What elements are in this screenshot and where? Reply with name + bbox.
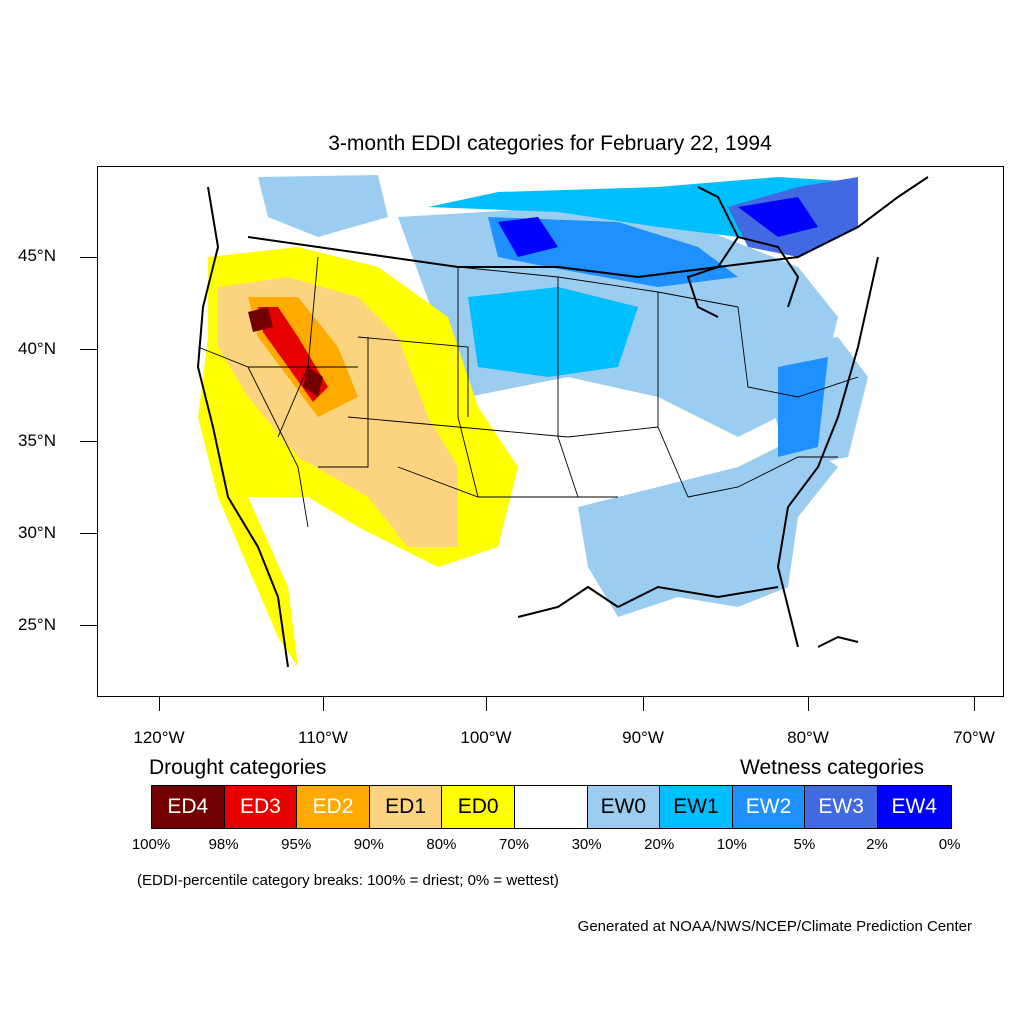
percentile-break-label: 2% bbox=[866, 836, 888, 853]
drought-region-southwest bbox=[378, 467, 458, 547]
percentile-break-label: 0% bbox=[938, 836, 961, 853]
legend-cell-ed1: ED1 bbox=[369, 786, 443, 828]
lat-label-25: 25°N bbox=[18, 615, 56, 634]
wet-region-plains-core bbox=[468, 287, 638, 377]
drought-heading: Drought categories bbox=[149, 756, 327, 779]
lon-tick bbox=[808, 697, 809, 711]
lat-label-30: 30°N bbox=[18, 523, 56, 542]
map-title: 3-month EDDI categories for February 22,… bbox=[328, 132, 772, 155]
wet-region-darkest bbox=[498, 197, 818, 257]
lat-label-35: 35°N bbox=[18, 431, 56, 450]
percentile-break-label: 10% bbox=[716, 836, 747, 853]
lat-tick bbox=[80, 625, 97, 626]
percentile-break-label: 100% bbox=[131, 836, 171, 853]
lon-tick bbox=[486, 697, 487, 711]
percentile-break-label: 30% bbox=[571, 836, 602, 853]
lat-label-40: 40°N bbox=[18, 339, 56, 358]
lon-label-90w: 90°W bbox=[622, 728, 664, 747]
lat-tick bbox=[80, 349, 97, 350]
percentile-break-label: 80% bbox=[426, 836, 457, 853]
percentile-break-label: 5% bbox=[793, 836, 816, 853]
lon-label-100w: 100°W bbox=[460, 728, 512, 747]
lon-tick bbox=[323, 697, 324, 711]
legend-cell-ed2: ED2 bbox=[297, 786, 370, 828]
legend-cell-neutral bbox=[514, 786, 588, 828]
legend-cell-ew4: EW4 bbox=[877, 786, 951, 828]
lat-tick bbox=[80, 533, 97, 534]
lat-tick bbox=[80, 441, 97, 442]
legend-cell-ed3: ED3 bbox=[224, 786, 298, 828]
wet-region-east-coast bbox=[778, 357, 828, 457]
lon-tick bbox=[974, 697, 975, 711]
wetness-regions bbox=[258, 175, 868, 617]
coastlines bbox=[196, 176, 929, 668]
percentile-break-label: 20% bbox=[644, 836, 675, 853]
drought-region-extreme bbox=[248, 307, 323, 397]
category-legend: ED4 ED3 ED2 ED1 ED0 EW0 EW1 EW2 EW3 EW4 bbox=[151, 785, 952, 829]
lon-label-120w: 120°W bbox=[133, 728, 185, 747]
wet-region-northwest bbox=[258, 175, 388, 237]
percentile-break-label: 70% bbox=[498, 836, 530, 853]
wet-region-southeast bbox=[578, 437, 838, 617]
legend-cell-ed4: ED4 bbox=[152, 786, 225, 828]
legend-cell-ew1: EW1 bbox=[660, 786, 733, 828]
credit-line: Generated at NOAA/NWS/NCEP/Climate Predi… bbox=[577, 918, 972, 935]
legend-cell-ed0: ED0 bbox=[442, 786, 515, 828]
legend-cell-ew0: EW0 bbox=[587, 786, 661, 828]
percentile-break-label: 95% bbox=[281, 836, 312, 853]
lon-label-70w: 70°W bbox=[953, 728, 995, 747]
lat-tick bbox=[80, 257, 97, 258]
legend-cell-ew2: EW2 bbox=[732, 786, 806, 828]
category-note: (EDDI-percentile category breaks: 100% =… bbox=[137, 872, 559, 889]
state-boundaries bbox=[197, 236, 859, 528]
map-frame bbox=[97, 166, 1004, 697]
wet-region-north-core bbox=[488, 217, 738, 287]
legend-cell-ew3: EW3 bbox=[805, 786, 878, 828]
percentile-break-label: 90% bbox=[353, 836, 384, 853]
lon-tick bbox=[159, 697, 160, 711]
lon-tick bbox=[643, 697, 644, 711]
percentile-break-label: 98% bbox=[208, 836, 239, 853]
lon-label-110w: 110°W bbox=[298, 728, 348, 747]
wetness-heading: Wetness categories bbox=[740, 756, 925, 779]
lat-label-45: 45°N bbox=[18, 246, 56, 265]
lon-label-80w: 80°W bbox=[787, 728, 829, 747]
map-canvas bbox=[196, 175, 929, 668]
